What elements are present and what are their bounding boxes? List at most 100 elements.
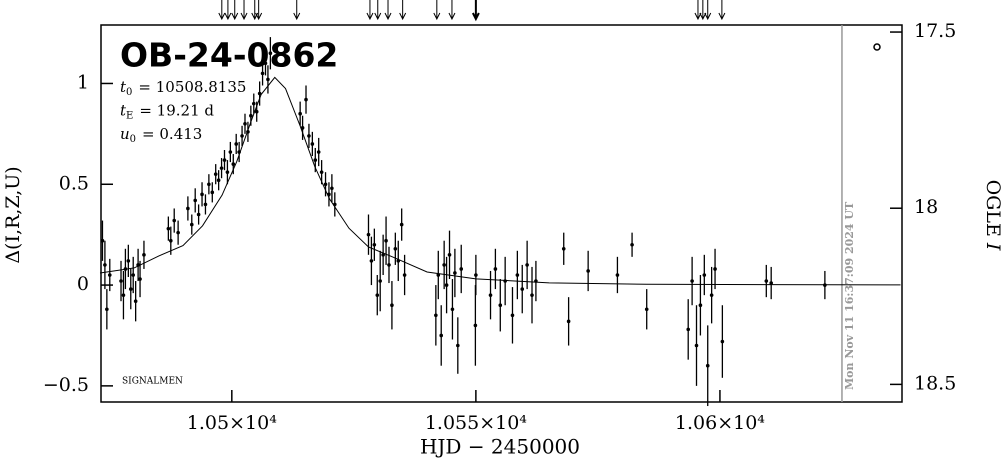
data-point bbox=[131, 273, 136, 277]
data-point bbox=[142, 253, 146, 257]
y2-tick-label: 17.5 bbox=[914, 20, 956, 42]
data-point bbox=[200, 192, 204, 197]
annotation: SIGNALMEN bbox=[122, 377, 183, 387]
data-point bbox=[473, 323, 478, 328]
data-point bbox=[107, 273, 112, 277]
data-point bbox=[234, 142, 239, 146]
data-point bbox=[166, 226, 171, 231]
data-point bbox=[313, 158, 318, 162]
data-point bbox=[216, 178, 221, 183]
data-point bbox=[196, 212, 201, 217]
observation-arrow bbox=[240, 0, 248, 21]
data-point bbox=[323, 182, 328, 187]
data-point bbox=[304, 97, 308, 102]
observation-arrow bbox=[224, 0, 232, 21]
data-point bbox=[260, 71, 265, 76]
data-point bbox=[686, 327, 691, 332]
data-point bbox=[384, 238, 388, 243]
observation-arrow bbox=[374, 0, 382, 21]
data-point bbox=[447, 253, 452, 257]
data-point bbox=[690, 279, 694, 283]
data-point bbox=[702, 273, 707, 277]
data-point bbox=[372, 242, 377, 247]
data-point bbox=[240, 134, 244, 138]
data-point bbox=[249, 113, 253, 118]
y2-axis-label: OGLE I bbox=[982, 180, 1004, 251]
data-point bbox=[133, 299, 138, 303]
data-point bbox=[444, 283, 449, 287]
y2-axis-label-text: OGLE bbox=[982, 180, 1004, 243]
data-point bbox=[764, 279, 769, 283]
observation-arrow bbox=[448, 0, 456, 21]
data-point bbox=[713, 267, 717, 271]
data-point bbox=[709, 293, 714, 297]
data-point bbox=[193, 198, 198, 203]
parameter-symbol: t bbox=[120, 78, 127, 96]
data-point bbox=[498, 303, 503, 308]
data-point bbox=[307, 134, 311, 138]
data-point bbox=[243, 121, 247, 126]
data-point bbox=[705, 363, 710, 368]
data-point bbox=[172, 218, 177, 223]
data-point bbox=[630, 242, 634, 247]
data-point bbox=[189, 222, 194, 227]
data-point bbox=[251, 101, 256, 106]
observation-arrow bbox=[694, 0, 702, 21]
data-point bbox=[387, 263, 391, 267]
data-point bbox=[644, 307, 649, 312]
observation-arrow bbox=[366, 0, 374, 21]
data-point bbox=[119, 279, 123, 283]
data-point bbox=[366, 232, 371, 237]
data-point bbox=[266, 77, 270, 82]
data-point bbox=[369, 259, 374, 263]
data-point bbox=[474, 273, 478, 277]
data-point bbox=[720, 339, 725, 344]
data-point bbox=[310, 142, 315, 146]
parameter-text: = 0.413 bbox=[142, 125, 202, 143]
data-point bbox=[434, 313, 438, 318]
x-tick-label: 1.055×10⁴ bbox=[425, 412, 527, 434]
data-point bbox=[169, 238, 173, 243]
observation-arrow bbox=[218, 0, 226, 21]
data-point bbox=[459, 267, 464, 271]
data-point bbox=[213, 172, 218, 176]
data-point bbox=[566, 319, 571, 324]
observation-arrow bbox=[718, 0, 726, 21]
y2-tick-label: 18 bbox=[914, 196, 938, 218]
data-point bbox=[298, 111, 302, 116]
y-tick-label: 0 bbox=[77, 273, 89, 295]
data-point bbox=[375, 293, 380, 297]
data-point bbox=[316, 150, 321, 154]
data-point bbox=[393, 246, 398, 251]
data-point bbox=[203, 202, 208, 207]
observation-arrow bbox=[384, 0, 392, 21]
data-point bbox=[488, 293, 493, 297]
data-point bbox=[105, 307, 109, 312]
data-point bbox=[586, 269, 590, 273]
data-point bbox=[515, 273, 520, 277]
data-point bbox=[219, 166, 224, 170]
symbol bbox=[873, 43, 881, 51]
data-point bbox=[561, 246, 566, 251]
observation-arrow bbox=[293, 0, 301, 21]
parameter-text: = 19.21 d bbox=[139, 102, 214, 120]
data-point bbox=[769, 281, 773, 285]
observation-arrow bbox=[699, 0, 707, 21]
data-point bbox=[138, 277, 142, 281]
data-point bbox=[453, 271, 457, 275]
data-point bbox=[330, 186, 334, 191]
observation-arrow bbox=[471, 0, 480, 22]
y2-axis-label-italic: I bbox=[982, 242, 1004, 251]
data-point bbox=[257, 91, 262, 96]
parameter-symbol: t bbox=[120, 102, 127, 120]
data-point bbox=[121, 293, 126, 297]
y-tick-label: −0.5 bbox=[43, 374, 89, 396]
data-point bbox=[300, 126, 305, 130]
data-point bbox=[186, 206, 190, 211]
chart-title: OB-24-0862 bbox=[120, 36, 338, 75]
data-point bbox=[225, 170, 230, 174]
data-point bbox=[263, 61, 268, 66]
x-tick-label: 1.05×10⁴ bbox=[187, 412, 277, 434]
data-point bbox=[510, 313, 515, 318]
